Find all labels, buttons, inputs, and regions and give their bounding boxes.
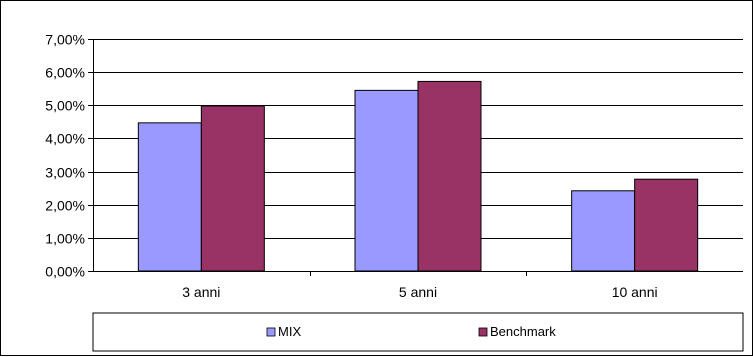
- y-tick-label: 7,00%: [45, 32, 85, 48]
- y-tick-label: 4,00%: [45, 131, 85, 147]
- legend: MIX Benchmark: [92, 312, 744, 352]
- y-tick-label: 6,00%: [45, 65, 85, 81]
- bar-mix-3-anni: [137, 122, 202, 272]
- y-tick-label: 0,00%: [45, 264, 85, 280]
- y-tick-label: 1,00%: [45, 231, 85, 247]
- legend-label-benchmark: Benchmark: [490, 324, 556, 339]
- bar-benchmark-3-anni: [200, 105, 265, 272]
- y-tick-label: 5,00%: [45, 98, 85, 114]
- y-tick-label: 3,00%: [45, 165, 85, 181]
- y-tick-labels: 0,00% 1,00% 2,00% 3,00% 4,00% 5,00% 6,00% 7,00%: [45, 32, 85, 280]
- category-labels: 3 anni 5 anni 10 anni: [182, 284, 657, 300]
- bars: [137, 80, 699, 272]
- legend-label-mix: MIX: [278, 324, 301, 339]
- bar-benchmark-10-anni: [634, 178, 699, 272]
- legend-swatch-benchmark: [478, 327, 488, 337]
- bar-mix-5-anni: [354, 89, 419, 272]
- x-tick-label: 5 anni: [399, 284, 437, 300]
- legend-box: [92, 312, 744, 352]
- bar-benchmark-5-anni: [417, 80, 482, 272]
- bar-mix-10-anni: [571, 190, 636, 272]
- legend-swatch-mix: [266, 327, 276, 337]
- y-tick-label: 2,00%: [45, 198, 85, 214]
- x-tick-label: 3 anni: [182, 284, 220, 300]
- x-tick-label: 10 anni: [612, 284, 658, 300]
